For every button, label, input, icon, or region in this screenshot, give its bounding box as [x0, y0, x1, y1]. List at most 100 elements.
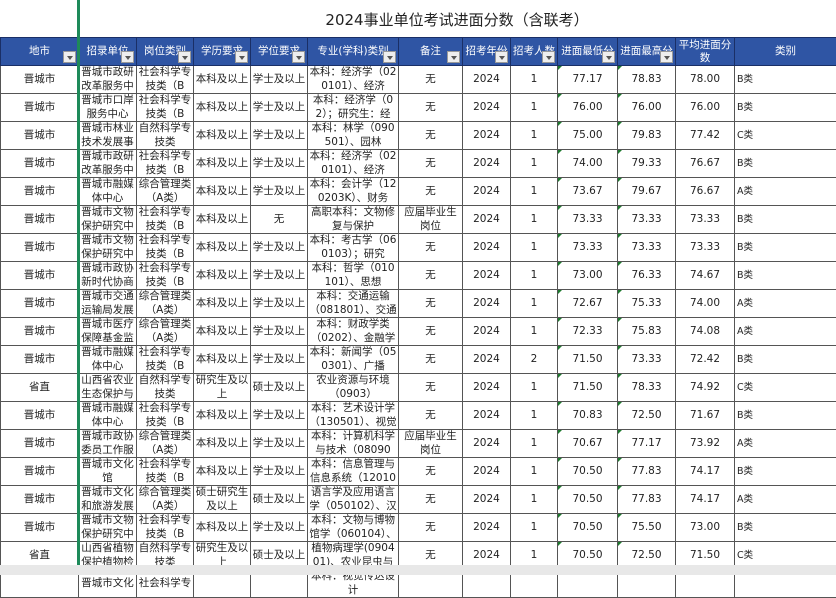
table-cell[interactable]: 社会科学专技类（B类） — [137, 514, 194, 542]
table-cell[interactable]: 本科：文物与博物馆学（060104）、历 — [308, 514, 399, 542]
table-cell[interactable]: B类 — [735, 150, 836, 178]
table-cell[interactable]: B类 — [735, 94, 836, 122]
table-cell[interactable]: 1 — [511, 402, 558, 430]
filter-dropdown-icon[interactable] — [63, 51, 76, 63]
table-cell[interactable]: B类 — [735, 514, 836, 542]
table-cell[interactable]: 晋城市 — [1, 290, 79, 318]
table-cell[interactable]: 社会科学专技类（B类） — [137, 94, 194, 122]
table-cell[interactable]: 74.92 — [676, 374, 735, 402]
table-cell[interactable]: 社会科学专技类（B类） — [137, 150, 194, 178]
table-cell[interactable]: 77.17 — [558, 66, 618, 94]
table-cell[interactable]: 无 — [251, 206, 308, 234]
table-cell[interactable]: 学士及以上 — [251, 318, 308, 346]
table-cell[interactable]: 无 — [399, 402, 463, 430]
table-cell[interactable]: 1 — [511, 206, 558, 234]
table-cell[interactable]: 78.00 — [676, 66, 735, 94]
table-cell[interactable]: 1 — [511, 234, 558, 262]
table-cell[interactable]: 综合管理类（A类） — [137, 486, 194, 514]
table-cell[interactable]: 晋城市交通运输局发展 — [79, 290, 137, 318]
table-cell[interactable]: 学士及以上 — [251, 150, 308, 178]
table-cell[interactable]: A类 — [735, 486, 836, 514]
table-cell[interactable]: 本科及以上 — [194, 514, 251, 542]
table-cell[interactable]: 1 — [511, 262, 558, 290]
table-cell[interactable]: 本科及以上 — [194, 262, 251, 290]
table-cell[interactable]: 晋城市医疗保障基金监 — [79, 318, 137, 346]
table-cell[interactable]: 本科及以上 — [194, 430, 251, 458]
table-cell[interactable]: 省直 — [1, 374, 79, 402]
filter-dropdown-icon[interactable] — [383, 51, 396, 63]
table-cell[interactable]: 本科：交通运输（081801）、交通 — [308, 290, 399, 318]
filter-dropdown-icon[interactable] — [121, 51, 134, 63]
table-cell[interactable]: 本科及以上 — [194, 318, 251, 346]
table-cell[interactable]: 晋城市口岸服务中心 — [79, 94, 137, 122]
table-cell[interactable]: 73.33 — [676, 206, 735, 234]
table-cell[interactable]: 73.33 — [618, 346, 676, 374]
table-cell[interactable]: 77.42 — [676, 122, 735, 150]
table-cell[interactable]: 山西省农业生态保护与 — [79, 374, 137, 402]
table-cell[interactable]: 自然科学专技类 — [137, 374, 194, 402]
table-cell[interactable]: 70.67 — [558, 430, 618, 458]
table-cell[interactable]: B类 — [735, 206, 836, 234]
table-cell[interactable]: 71.67 — [676, 402, 735, 430]
table-cell[interactable]: 本科及以上 — [194, 290, 251, 318]
filter-dropdown-icon[interactable] — [602, 51, 615, 63]
table-cell[interactable]: 晋城市 — [1, 94, 79, 122]
table-cell[interactable]: 无 — [399, 122, 463, 150]
table-cell[interactable]: 72.33 — [558, 318, 618, 346]
table-cell[interactable]: B类 — [735, 234, 836, 262]
table-cell[interactable]: 无 — [399, 346, 463, 374]
table-cell[interactable]: 2024 — [463, 458, 511, 486]
table-cell[interactable]: 77.83 — [618, 486, 676, 514]
table-cell[interactable]: 无 — [399, 486, 463, 514]
table-cell[interactable]: 晋城市政协委员工作服 — [79, 430, 137, 458]
table-cell[interactable]: B类 — [735, 66, 836, 94]
table-cell[interactable]: 综合管理类（A类） — [137, 430, 194, 458]
table-cell[interactable]: 学士及以上 — [251, 122, 308, 150]
table-cell[interactable]: 无 — [399, 150, 463, 178]
table-cell[interactable]: 农业资源与环境（0903） — [308, 374, 399, 402]
table-cell[interactable]: 73.00 — [558, 262, 618, 290]
table-cell[interactable]: 晋城市融媒体中心 — [79, 178, 137, 206]
table-cell[interactable]: 1 — [511, 458, 558, 486]
table-cell[interactable]: 本科及以上 — [194, 122, 251, 150]
table-cell[interactable]: 77.83 — [618, 458, 676, 486]
table-cell[interactable]: 本科：经济学（020101）、经济 — [308, 66, 399, 94]
table-cell[interactable]: 本科：经济学（02）；研究生：经 — [308, 94, 399, 122]
table-cell[interactable]: B类 — [735, 458, 836, 486]
table-cell[interactable]: 74.08 — [676, 318, 735, 346]
table-cell[interactable]: 无 — [399, 514, 463, 542]
table-cell[interactable]: 高职本科：文物修复与保护 — [308, 206, 399, 234]
table-cell[interactable]: 晋城市 — [1, 346, 79, 374]
table-cell[interactable]: 晋城市文化和旅游发展 — [79, 486, 137, 514]
table-cell[interactable]: 76.67 — [676, 150, 735, 178]
table-cell[interactable]: 无 — [399, 178, 463, 206]
table-cell[interactable]: 73.00 — [676, 514, 735, 542]
table-cell[interactable]: 晋城市政协新时代协商 — [79, 262, 137, 290]
table-cell[interactable]: 78.83 — [618, 66, 676, 94]
table-cell[interactable]: 本科：艺术设计学（130501）、视觉 — [308, 402, 399, 430]
table-cell[interactable]: 2 — [511, 346, 558, 374]
table-cell[interactable]: 79.83 — [618, 122, 676, 150]
table-cell[interactable]: 1 — [511, 150, 558, 178]
table-cell[interactable]: 晋城市 — [1, 402, 79, 430]
table-cell[interactable]: 73.67 — [558, 178, 618, 206]
table-cell[interactable]: 1 — [511, 486, 558, 514]
table-cell[interactable]: A类 — [735, 430, 836, 458]
table-cell[interactable]: 2024 — [463, 206, 511, 234]
table-cell[interactable]: 1 — [511, 318, 558, 346]
table-cell[interactable]: 学士及以上 — [251, 178, 308, 206]
table-cell[interactable]: 学士及以上 — [251, 234, 308, 262]
table-cell[interactable]: 73.92 — [676, 430, 735, 458]
table-cell[interactable]: 72.42 — [676, 346, 735, 374]
table-cell[interactable]: 73.33 — [618, 234, 676, 262]
table-cell[interactable]: C类 — [735, 374, 836, 402]
table-cell[interactable]: 晋城市 — [1, 486, 79, 514]
horizontal-scrollbar[interactable] — [0, 565, 836, 575]
table-cell[interactable]: 73.33 — [676, 234, 735, 262]
table-cell[interactable]: 晋城市文物保护研究中 — [79, 234, 137, 262]
table-cell[interactable]: 2024 — [463, 486, 511, 514]
table-cell[interactable]: 综合管理类（A类） — [137, 290, 194, 318]
table-cell[interactable]: 硕士研究生及以上 — [194, 486, 251, 514]
table-cell[interactable]: 社会科学专技类（B类） — [137, 402, 194, 430]
table-cell[interactable]: 本科：林学（090501）、园林 — [308, 122, 399, 150]
